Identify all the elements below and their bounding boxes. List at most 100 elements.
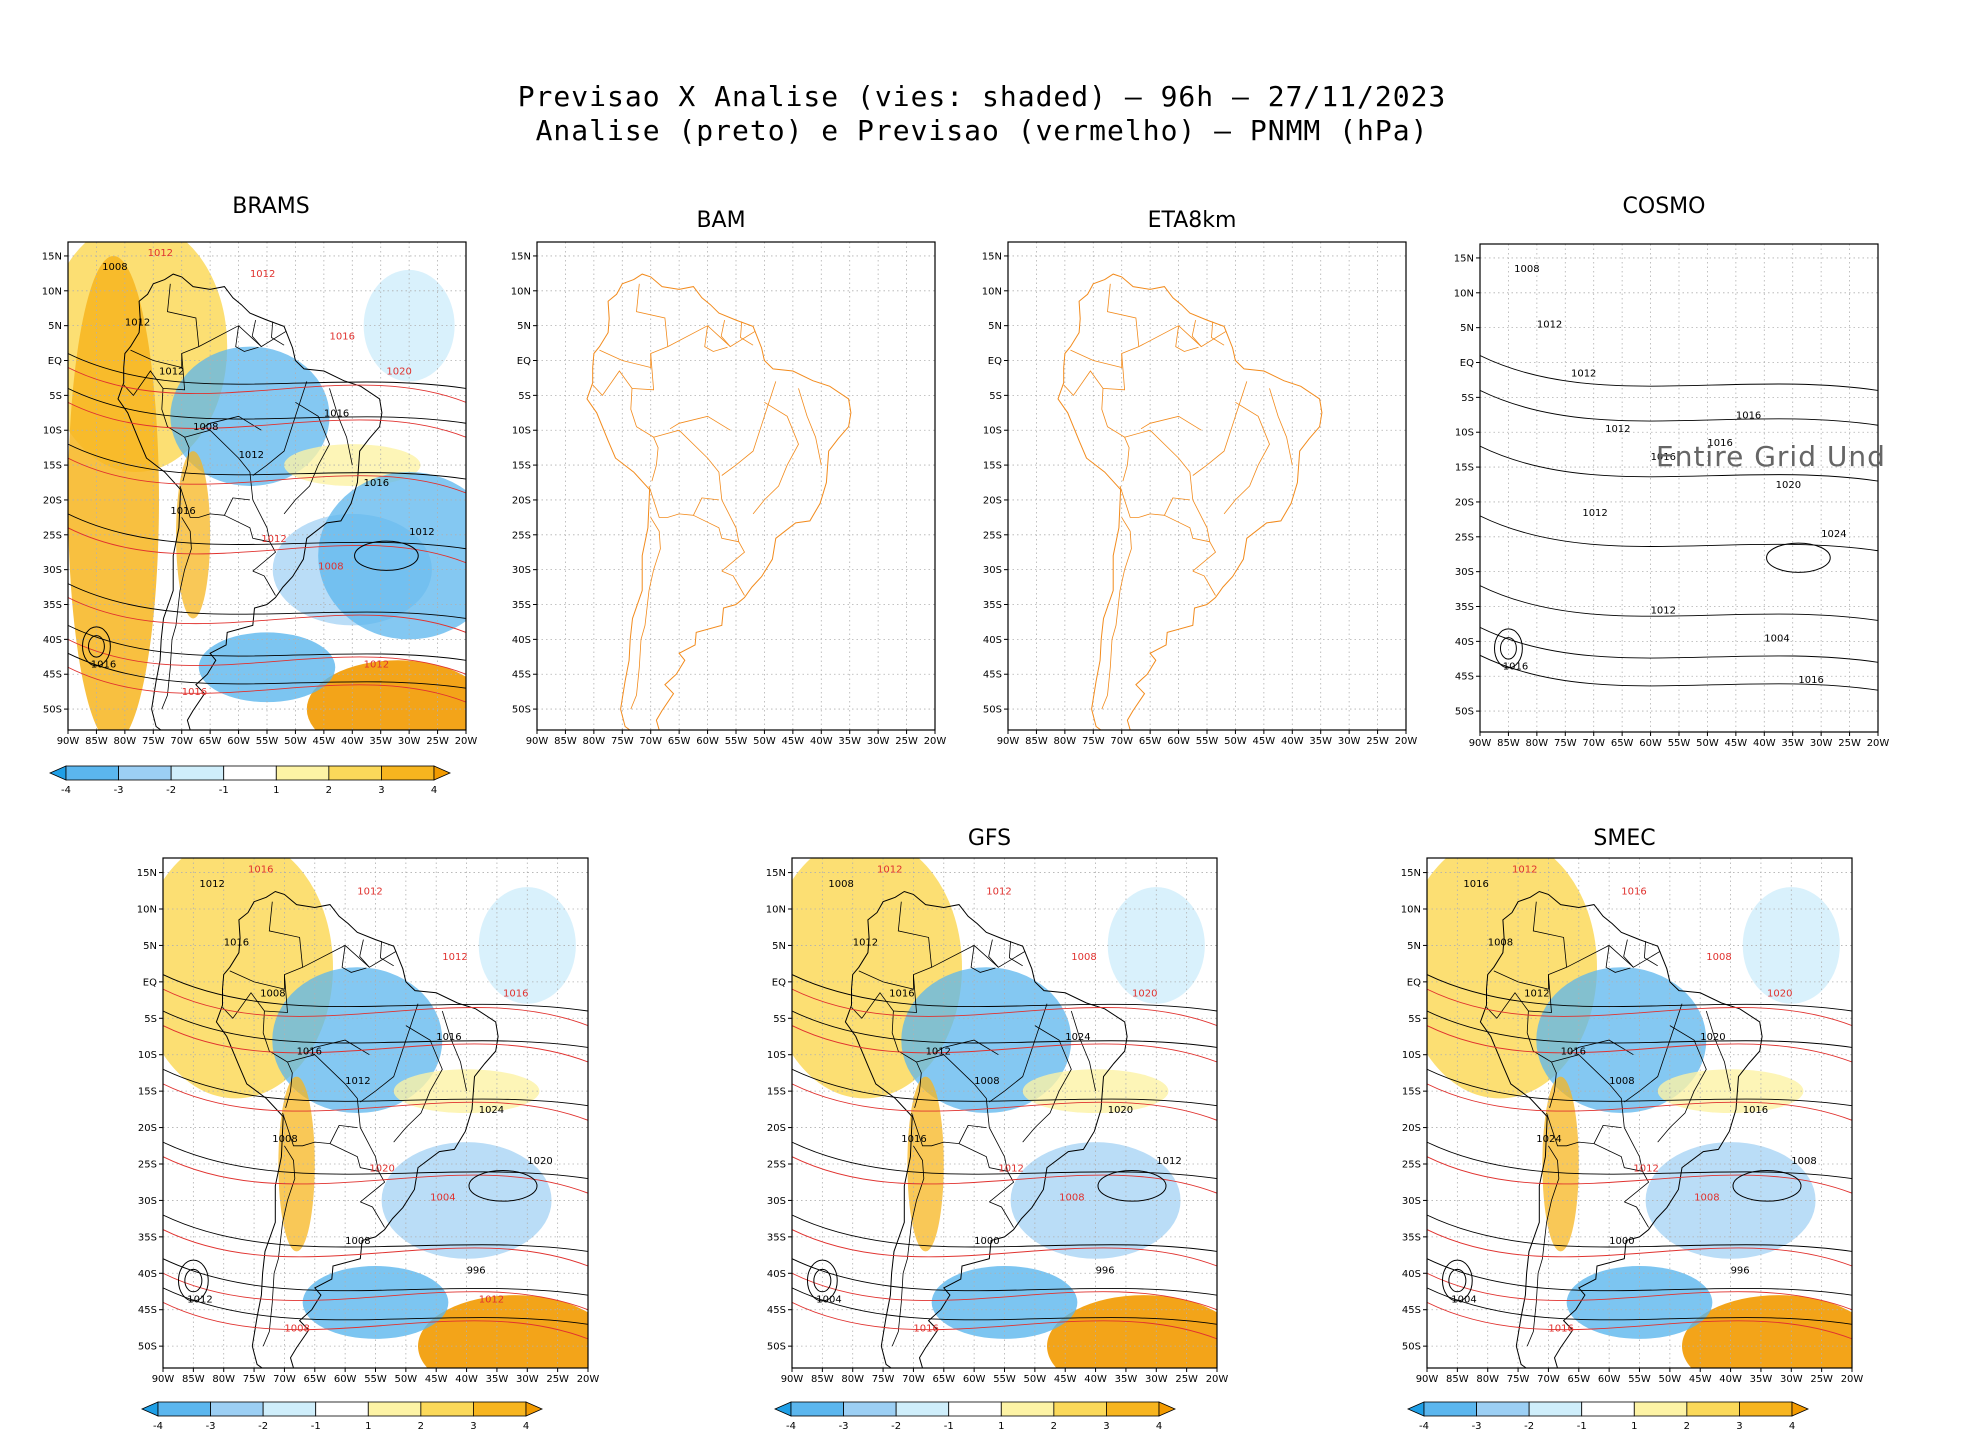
lat-tick-label: 5N [988, 321, 1002, 332]
lon-tick-label: 80W [583, 736, 606, 747]
lon-tick-label: 55W [256, 736, 279, 747]
lon-tick-label: 90W [1416, 1374, 1439, 1385]
warm-bias-south-atlantic [1047, 1295, 1217, 1368]
map-area: 1008 1012 1012 1012 1016 1012 1016 1020 1024 1016… [1480, 244, 1878, 732]
forecast-isobar [1427, 1025, 1852, 1063]
isobar-label-forecast: 1016 [248, 865, 273, 876]
colorbar-tick-label: 4 [431, 785, 437, 796]
lon-tick-label: 40W [1719, 1374, 1742, 1385]
lat-tick-label: 5N [517, 321, 531, 332]
isobar-label-forecast: 1012 [364, 659, 389, 670]
colorbar-segment [1053, 1401, 1107, 1417]
country-border [268, 901, 303, 968]
lon-tick-label: 75W [1082, 736, 1105, 747]
lon-tick-label: 80W [841, 1374, 864, 1385]
lat-tick-label: 40S [512, 635, 531, 646]
country-border [1192, 570, 1216, 596]
colorbar-tick-label: -4 [61, 785, 71, 796]
colorbar-tick-label: -4 [786, 1421, 796, 1432]
isobar-label-analysis: 1012 [926, 1047, 951, 1058]
lon-tick-label: 45W [782, 736, 805, 747]
country-border [341, 945, 367, 973]
country-border [1493, 970, 1549, 990]
lon-tick-label: 30W [516, 1374, 539, 1385]
country-border [1175, 325, 1199, 352]
lon-tick-label: 50W [284, 736, 307, 747]
isobar-label-analysis: 996 [1731, 1265, 1750, 1276]
isobar-label-analysis: 1012 [1156, 1156, 1181, 1167]
forecast-isobar [68, 666, 466, 703]
lon-tick-label: 65W [303, 1374, 326, 1385]
colorbar-tick-label: 1 [998, 1421, 1004, 1432]
colorbar-segment [948, 1401, 1002, 1417]
isobar-label-analysis: 1016 [1707, 438, 1732, 449]
lon-tick-label: 30W [867, 736, 890, 747]
high-pressure-contour [354, 540, 419, 571]
lon-tick-label: 70W [170, 736, 193, 747]
country-border [359, 939, 370, 968]
forecast-isobar [68, 638, 466, 675]
lon-tick-label: 70W [1110, 736, 1133, 747]
country-border [1008, 941, 1023, 967]
colorbar-right-arrow [433, 765, 451, 781]
lon-tick-label: 45W [313, 736, 336, 747]
high-pressure-contour [1097, 1170, 1167, 1202]
lon-tick-label: 55W [1668, 738, 1691, 749]
map-area: 1012 1016 1008 1016 1012 1008 1016 1024 1020 1012… [163, 858, 588, 1368]
lat-tick-label: 10S [767, 1050, 786, 1061]
lon-tick-label: 35W [1309, 736, 1332, 747]
lon-tick-label: 35W [1750, 1374, 1773, 1385]
country-border [599, 349, 652, 369]
map-svg: 1008 1012 1012 1008 1012 1016 1016 1016 1012 1016… [42, 241, 477, 747]
forecast-isobar [163, 1083, 588, 1121]
warm-bias-south-atlantic [306, 660, 466, 730]
country-border [282, 1112, 358, 1147]
country-border [1070, 349, 1123, 369]
country-border [897, 901, 932, 968]
isobar-label-analysis: 1016 [1463, 879, 1488, 890]
lat-tick-label: 35S [1455, 602, 1474, 613]
analysis-isobar [163, 1141, 588, 1180]
colorbar-segment [1633, 1401, 1688, 1417]
lat-tick-label: 15S [1402, 1087, 1421, 1098]
lon-tick-label: 40W [810, 736, 833, 747]
lon-tick-label: 85W [85, 736, 108, 747]
analysis-isobar [1427, 1258, 1852, 1296]
main-title-line-2: Analise (preto) e Previsao (vermelho) — … [535, 114, 1429, 147]
analysis-isobar [1427, 1010, 1852, 1048]
country-border [636, 283, 669, 347]
lat-tick-label: 25S [43, 530, 62, 541]
country-border [1624, 1003, 1683, 1103]
colorbar-tick-label: -3 [114, 785, 124, 796]
isobar-label-forecast: 1012 [877, 865, 902, 876]
lon-tick-label: 50W [1659, 1374, 1682, 1385]
country-border [329, 1143, 379, 1172]
country-border [916, 1054, 1015, 1203]
forecast-isobar [68, 401, 466, 438]
country-border [304, 1039, 370, 1056]
lon-tick-label: 20W [924, 736, 947, 747]
country-border [648, 485, 719, 518]
panel-title-bam: BAM [696, 208, 746, 233]
country-border [933, 1039, 999, 1056]
isobar-label-forecast: 1012 [442, 952, 467, 963]
colorbar-tick-label: -2 [1524, 1421, 1534, 1432]
analysis-isobar [792, 1287, 1217, 1325]
colorbar-segment [1476, 1401, 1530, 1417]
lat-tick-label: 45S [767, 1305, 786, 1316]
isobar-label-analysis: 1012 [409, 527, 434, 538]
lat-tick-label: 20S [138, 1123, 157, 1134]
lat-tick-label: 45S [983, 670, 1002, 681]
country-border [179, 485, 250, 518]
country-border [251, 320, 262, 347]
isobar-label-analysis: 1016 [364, 478, 389, 489]
country-border [891, 1145, 925, 1347]
colorbar-tick-label: 3 [470, 1421, 476, 1432]
lon-tick-label: 40W [455, 1374, 478, 1385]
map-panel-cosmo: 1008 1012 1012 1012 1016 1012 1016 1020 1024 1016… [1450, 243, 1889, 750]
isobar-label-forecast: 1008 [1059, 1192, 1084, 1203]
lat-tick-label: 25S [1402, 1160, 1421, 1171]
country-border [592, 370, 633, 397]
lat-tick-label: 10S [43, 426, 62, 437]
analysis-isobar [1427, 1141, 1852, 1180]
